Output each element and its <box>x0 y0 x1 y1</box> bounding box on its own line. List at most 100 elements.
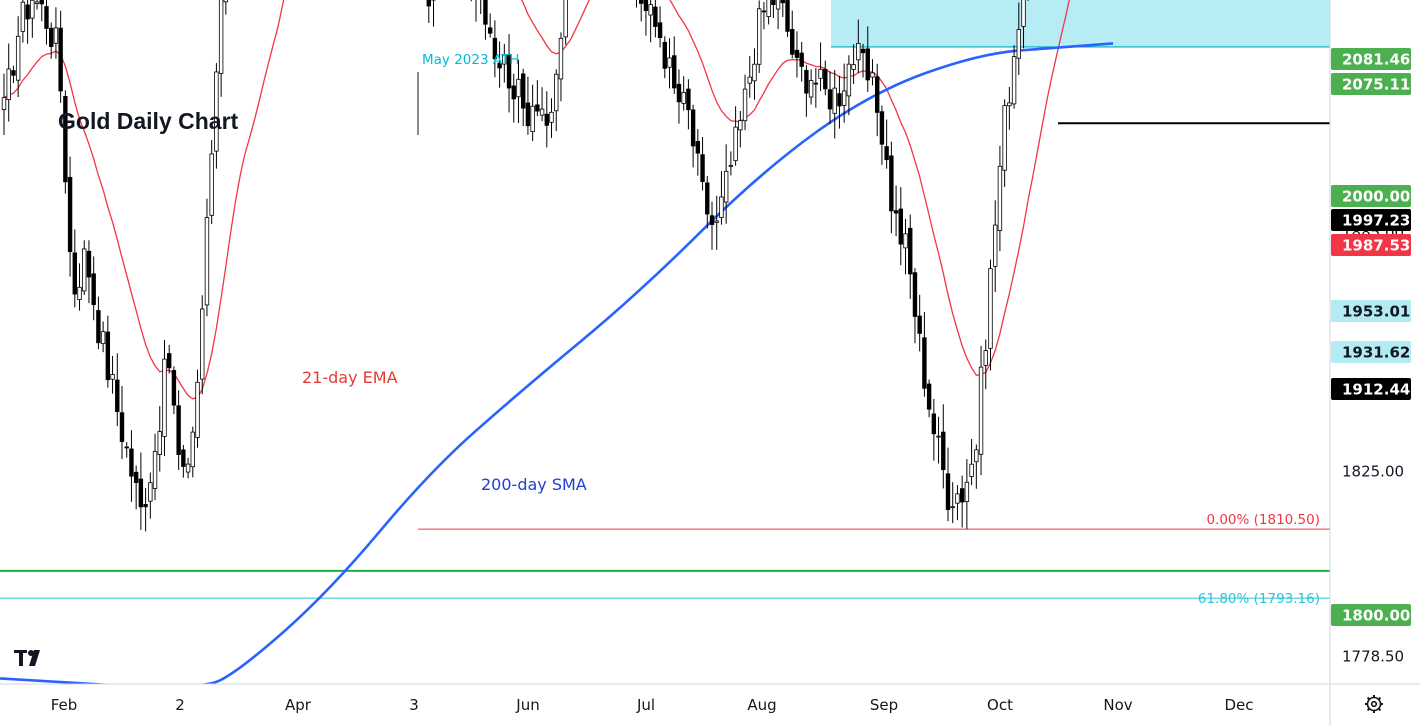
candle-body[interactable] <box>700 154 705 182</box>
candle-body[interactable] <box>648 4 653 16</box>
candle-body[interactable] <box>709 215 715 225</box>
candle-body[interactable] <box>497 62 502 69</box>
candle-body[interactable] <box>766 0 771 17</box>
candle-body[interactable] <box>129 448 134 477</box>
candle-body[interactable] <box>983 350 988 366</box>
candle-body[interactable] <box>827 89 833 110</box>
candle-body[interactable] <box>846 63 852 97</box>
candle-body[interactable] <box>761 10 767 13</box>
candle-body[interactable] <box>77 286 82 300</box>
candle-body[interactable] <box>931 413 937 435</box>
candle-body[interactable] <box>426 0 431 7</box>
candle-body[interactable] <box>889 155 894 212</box>
candle-body[interactable] <box>185 463 191 473</box>
candle-body[interactable] <box>969 463 974 477</box>
candle-body[interactable] <box>223 0 229 3</box>
candle-body[interactable] <box>25 4 30 20</box>
candle-body[interactable] <box>1011 56 1017 105</box>
candle-body[interactable] <box>926 383 932 410</box>
candle-body[interactable] <box>837 93 842 107</box>
candle-body[interactable] <box>875 76 880 113</box>
candle-body[interactable] <box>162 358 167 437</box>
candle-body[interactable] <box>44 6 49 29</box>
candle-body[interactable] <box>841 90 847 106</box>
candle-body[interactable] <box>832 87 837 114</box>
candle-body[interactable] <box>535 104 540 112</box>
candle-body[interactable] <box>893 210 899 214</box>
candle-body[interactable] <box>544 113 549 126</box>
candle-body[interactable] <box>865 48 870 81</box>
candle-body[interactable] <box>804 69 809 94</box>
candle-body[interactable] <box>91 273 96 305</box>
candle-body[interactable] <box>554 73 559 112</box>
candle-body[interactable] <box>204 217 210 306</box>
candle-body[interactable] <box>870 72 875 78</box>
candle-body[interactable] <box>549 111 554 123</box>
candle-body[interactable] <box>1016 29 1021 59</box>
candle-body[interactable] <box>657 22 663 39</box>
candle-body[interactable] <box>978 366 984 455</box>
candle-body[interactable] <box>714 220 719 223</box>
candle-body[interactable] <box>643 0 649 12</box>
gear-icon[interactable] <box>1365 695 1383 713</box>
candle-body[interactable] <box>487 27 493 34</box>
candle-body[interactable] <box>115 379 120 413</box>
candle-body[interactable] <box>148 482 153 502</box>
candle-body[interactable] <box>525 102 531 127</box>
candle-body[interactable] <box>988 268 993 349</box>
candle-body[interactable] <box>912 272 918 317</box>
candle-body[interactable] <box>695 141 701 154</box>
candle-body[interactable] <box>483 0 488 25</box>
candle-body[interactable] <box>502 54 507 65</box>
candle-body[interactable] <box>941 431 946 471</box>
candle-body[interactable] <box>86 250 92 278</box>
candle-body[interactable] <box>34 1 40 4</box>
candle-body[interactable] <box>195 381 200 438</box>
candle-body[interactable] <box>856 42 861 61</box>
candle-body[interactable] <box>959 488 965 503</box>
candle-body[interactable] <box>181 449 186 467</box>
candle-body[interactable] <box>492 37 498 60</box>
candle-body[interactable] <box>993 224 998 267</box>
candle-body[interactable] <box>176 405 181 455</box>
candle-body[interactable] <box>49 27 54 47</box>
candle-body[interactable] <box>72 252 77 295</box>
sma-200-line[interactable] <box>0 42 1114 686</box>
candle-body[interactable] <box>780 0 785 4</box>
candle-body[interactable] <box>218 0 224 74</box>
candle-body[interactable] <box>6 68 11 101</box>
candle-body[interactable] <box>705 182 710 215</box>
candle-body[interactable] <box>728 165 734 167</box>
candle-body[interactable] <box>530 105 535 133</box>
candle-body[interactable] <box>771 0 776 5</box>
candle-body[interactable] <box>823 69 828 90</box>
candle-body[interactable] <box>63 96 68 183</box>
candle-body[interactable] <box>903 233 908 249</box>
candle-body[interactable] <box>808 80 814 98</box>
candle-body[interactable] <box>506 54 512 89</box>
candle-body[interactable] <box>558 37 564 80</box>
candle-body[interactable] <box>67 176 73 253</box>
candle-body[interactable] <box>105 331 111 381</box>
candle-body[interactable] <box>166 353 172 369</box>
candle-body[interactable] <box>138 478 144 508</box>
candle-body[interactable] <box>884 146 889 161</box>
candle-body[interactable] <box>58 27 63 92</box>
candle-body[interactable] <box>100 331 106 344</box>
candle-body[interactable] <box>143 504 148 508</box>
candle-body[interactable] <box>898 208 903 245</box>
candle-body[interactable] <box>686 88 691 111</box>
candle-body[interactable] <box>20 1 26 32</box>
candle-body[interactable] <box>785 0 790 32</box>
candle-body[interactable] <box>719 196 724 218</box>
candle-body[interactable] <box>752 63 757 82</box>
candle-body[interactable] <box>53 27 59 44</box>
candle-body[interactable] <box>1002 105 1007 171</box>
candle-body[interactable] <box>1007 102 1012 107</box>
candle-body[interactable] <box>214 71 219 152</box>
candle-body[interactable] <box>82 248 87 292</box>
candle-body[interactable] <box>775 0 781 10</box>
candle-body[interactable] <box>11 70 16 76</box>
price-axis[interactable]: 2100.002035.001885.001855.001825.001778.… <box>1342 0 1404 666</box>
